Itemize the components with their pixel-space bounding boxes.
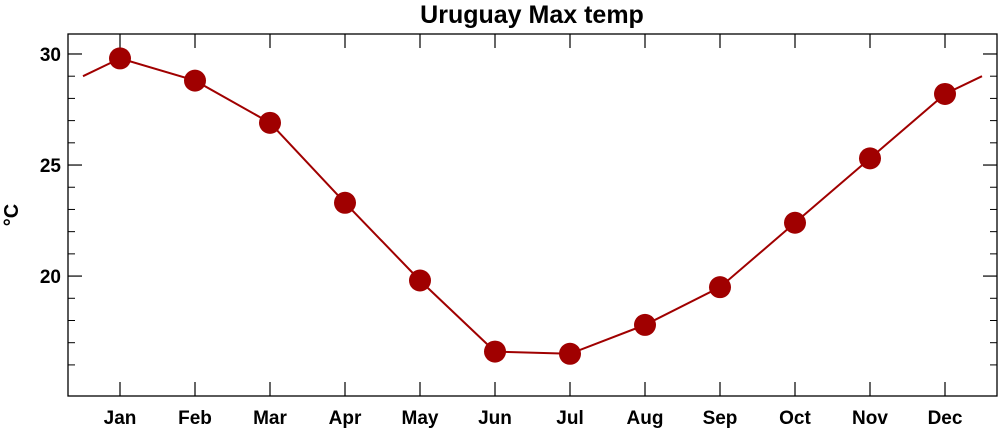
x-tick-label: Jan xyxy=(104,408,137,429)
x-tick-label: Feb xyxy=(178,408,212,429)
data-point xyxy=(259,111,281,134)
data-point xyxy=(484,340,506,363)
x-tick-label: Jul xyxy=(556,408,583,429)
series-group xyxy=(82,47,983,365)
x-tick-label: Oct xyxy=(779,408,811,429)
data-point xyxy=(859,147,881,170)
plot-frame xyxy=(67,33,998,397)
x-tick-label: Apr xyxy=(329,408,362,429)
data-point xyxy=(634,313,656,336)
x-tick-label: Aug xyxy=(627,408,664,429)
y-tick-label: 20 xyxy=(40,267,61,288)
data-point xyxy=(184,69,206,92)
x-tick-label: Sep xyxy=(703,408,738,429)
data-point xyxy=(709,276,731,299)
x-tick-label: Nov xyxy=(852,408,888,429)
data-point xyxy=(334,191,356,214)
y-axis-label: °C xyxy=(1,204,23,226)
y-tick-label: 30 xyxy=(40,45,61,66)
data-point xyxy=(559,342,581,365)
chart-title: Uruguay Max temp xyxy=(420,1,644,29)
x-tick-label: Jun xyxy=(478,408,512,429)
data-point xyxy=(409,269,431,292)
data-point xyxy=(784,211,806,234)
data-point xyxy=(109,47,131,70)
x-tick-label: Mar xyxy=(253,408,287,429)
series-line xyxy=(82,57,983,355)
x-tick-label: Dec xyxy=(928,408,963,429)
axis-ticks: 20 25 30 Jan Feb Mar Apr May Jun Jul Aug Sep Oct Nov D… xyxy=(40,34,997,429)
x-tick-label: May xyxy=(402,408,439,429)
data-point xyxy=(934,82,956,105)
y-tick-label: 25 xyxy=(40,156,62,177)
